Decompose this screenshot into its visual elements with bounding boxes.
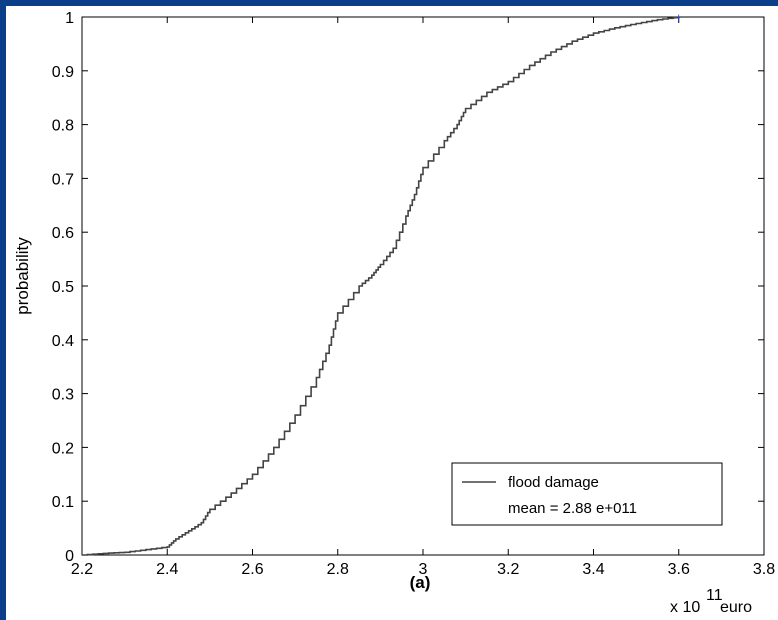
x-exponent-prefix: x 10 (670, 599, 700, 616)
legend-entry-label: flood damage (508, 474, 599, 491)
y-tick-label: 0.5 (52, 279, 74, 296)
x-tick-label: 3.4 (582, 561, 604, 578)
series-line-flood-damage (82, 16, 680, 556)
legend: flood damage mean = 2.88 e+011 (451, 462, 723, 526)
cdf-chart: 2.2 2.4 2.6 2.8 3 3.2 3.4 3.6 3.8 00.10.20.30.40… (13, 10, 775, 616)
y-tick-label: 0.3 (52, 387, 74, 404)
y-tick-label: 1 (65, 10, 74, 27)
x-tick-label: 2.8 (327, 561, 349, 578)
y-tick-label: 0.1 (52, 494, 74, 511)
y-axis-ticks: 0 0.1 0.2 0.3 0.4 0.5 0.6 0.7 0.8 0.9 1 (52, 10, 764, 565)
y-tick-label: 0.9 (52, 64, 74, 81)
x-tick-label: 3.6 (668, 561, 690, 578)
legend-box (451, 462, 723, 526)
legend-mean-text: mean = 2.88 e+011 (508, 500, 637, 517)
x-axis-exponent: x 10 11 euro (670, 587, 752, 616)
x-tick-label: 3.2 (497, 561, 519, 578)
y-tick-label: 0 (65, 548, 74, 565)
x-tick-label: 2.6 (241, 561, 263, 578)
x-exponent-power: 11 (706, 587, 723, 604)
x-tick-label: 2.2 (71, 561, 93, 578)
y-tick-label: 0.8 (52, 118, 74, 135)
x-axis-label: (a) (410, 573, 431, 592)
x-tick-label: 2.4 (156, 561, 178, 578)
x-tick-label: 3.8 (753, 561, 775, 578)
y-tick-label: 0.4 (52, 333, 74, 350)
y-axis-label: probability (13, 237, 32, 315)
x-tick-label: 3 (419, 561, 428, 578)
x-unit-label: euro (720, 599, 752, 616)
endpoint-marker: + (676, 12, 682, 24)
y-tick-label: 0.7 (52, 171, 74, 188)
y-tick-label: 0.6 (52, 225, 74, 242)
x-axis-ticks: 2.2 2.4 2.6 2.8 3 3.2 3.4 3.6 3.8 (71, 17, 775, 578)
y-tick-label: 0.2 (52, 440, 74, 457)
chart-frame: 2.2 2.4 2.6 2.8 3 3.2 3.4 3.6 3.8 0 0.1 0.2 0.3 0.4 0… (6, 6, 778, 620)
